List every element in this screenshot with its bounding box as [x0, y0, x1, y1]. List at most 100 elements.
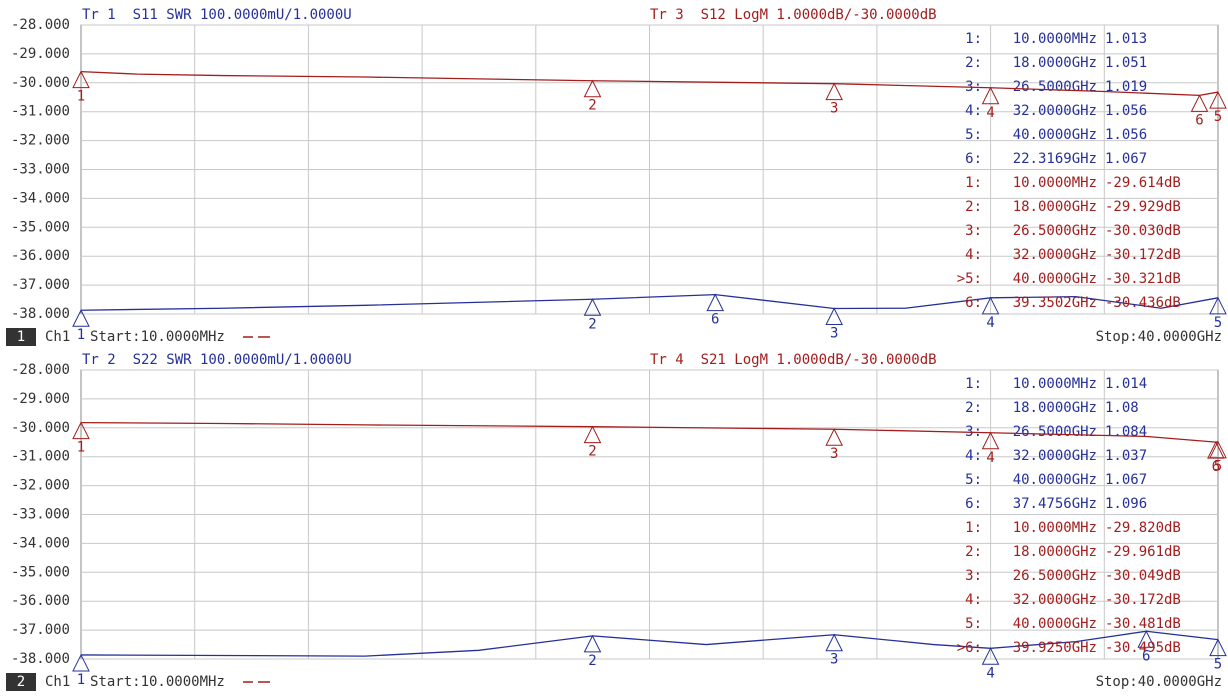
- marker-value: -30.030dB: [1105, 223, 1181, 239]
- marker-label: 1: [77, 89, 85, 105]
- marker-row-id: 2:: [965, 544, 982, 560]
- marker-value: -30.172dB: [1105, 247, 1181, 263]
- marker-row-id: 6:: [965, 151, 982, 167]
- marker-label: 3: [830, 652, 838, 668]
- marker-label: 3: [830, 101, 838, 117]
- channel-name: Ch1: [45, 329, 70, 345]
- start-label: Start:10.0000MHz: [90, 329, 225, 345]
- y-tick-label: -37.000: [11, 277, 70, 293]
- marker-label: 5: [1214, 657, 1222, 673]
- marker-label: 1: [77, 440, 85, 456]
- marker-row-id: 6:: [965, 295, 982, 311]
- marker-freq: 10.0000MHz: [1013, 376, 1097, 392]
- marker-label: 5: [1214, 109, 1222, 125]
- y-tick-label: -34.000: [11, 190, 70, 206]
- y-tick-label: -34.000: [11, 535, 70, 551]
- marker-value: -29.614dB: [1105, 175, 1181, 191]
- marker-value: -29.929dB: [1105, 199, 1181, 215]
- channel-name: Ch1: [45, 674, 70, 690]
- y-tick-label: -29.000: [11, 46, 70, 62]
- marker-triangle: [1209, 90, 1227, 109]
- marker-label: 6: [1142, 648, 1150, 664]
- marker-freq: 18.0000GHz: [1013, 55, 1097, 71]
- marker-row-id: 4:: [965, 103, 982, 119]
- marker-freq: 26.5000GHz: [1013, 568, 1097, 584]
- channel-badge: [6, 673, 36, 691]
- y-tick-label: -31.000: [11, 449, 70, 465]
- marker-label: 5: [1214, 459, 1222, 475]
- marker-row-id: 1:: [965, 175, 982, 191]
- marker-triangle: [583, 425, 602, 444]
- marker-triangle: [706, 293, 725, 312]
- marker-value: 1.037: [1105, 448, 1147, 464]
- marker-triangle: [981, 296, 1000, 315]
- y-tick-label: -32.000: [11, 133, 70, 149]
- trace: [80, 70, 1219, 97]
- marker-triangle: [1190, 94, 1209, 112]
- marker-label: 2: [588, 98, 596, 114]
- marker-label: 3: [830, 446, 838, 462]
- marker-label: 6: [1195, 112, 1203, 128]
- marker-row-id: 4:: [965, 247, 982, 263]
- marker-value: 1.051: [1105, 55, 1147, 71]
- marker-row-id: 1:: [965, 520, 982, 536]
- marker-freq: 39.3502GHz: [1013, 295, 1097, 311]
- marker-triangle: [825, 633, 843, 652]
- marker-freq: 10.0000MHz: [1013, 175, 1097, 191]
- marker-triangle: [825, 428, 843, 446]
- marker-row-id: 2:: [965, 199, 982, 215]
- marker-triangle: [981, 86, 1000, 105]
- y-tick-label: -28.000: [11, 17, 70, 33]
- marker-value: -30.049dB: [1105, 568, 1181, 584]
- marker-triangle: [583, 634, 602, 653]
- marker-label: 5: [1214, 315, 1222, 331]
- marker-row-id: 5:: [965, 127, 982, 143]
- trace-header: Tr 3 S12 LogM 1.0000dB/-30.0000dB: [650, 7, 937, 23]
- marker-value: 1.084: [1105, 424, 1147, 440]
- marker-row-id: 2:: [965, 55, 982, 71]
- marker-value: 1.067: [1105, 151, 1147, 167]
- marker-row-id: 1:: [965, 31, 982, 47]
- marker-label: 4: [986, 450, 994, 466]
- marker-row-id: 3:: [965, 568, 982, 584]
- marker-freq: 18.0000GHz: [1013, 199, 1097, 215]
- y-tick-label: -36.000: [11, 248, 70, 264]
- marker-triangle: [825, 82, 843, 101]
- y-tick-label: -35.000: [11, 564, 70, 580]
- marker-freq: 10.0000MHz: [1013, 31, 1097, 47]
- marker-freq: 10.0000MHz: [1013, 520, 1097, 536]
- marker-value: -30.321dB: [1105, 271, 1181, 287]
- marker-row-id: 6:: [965, 496, 982, 512]
- marker-row-id: 5:: [965, 616, 982, 632]
- marker-freq: 26.5000GHz: [1013, 79, 1097, 95]
- marker-triangle: [72, 309, 90, 327]
- marker-label: 1: [77, 672, 85, 688]
- y-tick-label: -32.000: [11, 478, 70, 494]
- trace-header: Tr 2 S22 SWR 100.0000mU/1.0000U: [82, 352, 352, 368]
- marker-label: 4: [986, 665, 994, 681]
- marker-row-id: 4:: [965, 448, 982, 464]
- marker-value: 1.067: [1105, 472, 1147, 488]
- marker-freq: 37.4756GHz: [1013, 496, 1097, 512]
- marker-row-id: 5:: [965, 472, 982, 488]
- start-label: Start:10.0000MHz: [90, 674, 225, 690]
- marker-value: -30.436dB: [1105, 295, 1181, 311]
- y-tick-label: -30.000: [11, 420, 70, 436]
- y-tick-label: -36.000: [11, 593, 70, 609]
- y-tick-label: -38.000: [11, 651, 70, 667]
- marker-freq: 32.0000GHz: [1013, 103, 1097, 119]
- marker-value: 1.019: [1105, 79, 1147, 95]
- marker-row-id: 4:: [965, 592, 982, 608]
- marker-label: 6: [711, 312, 719, 328]
- marker-value: 1.056: [1105, 127, 1147, 143]
- marker-value: -29.961dB: [1105, 544, 1181, 560]
- y-tick-label: -35.000: [11, 219, 70, 235]
- marker-value: -30.481dB: [1105, 616, 1181, 632]
- y-tick-label: -29.000: [11, 391, 70, 407]
- stop-label: Stop:40.0000GHz: [1096, 329, 1222, 345]
- marker-freq: 40.0000GHz: [1013, 616, 1097, 632]
- marker-triangle: [1207, 440, 1225, 459]
- marker-value: 1.096: [1105, 496, 1147, 512]
- marker-row-id: 3:: [965, 223, 982, 239]
- trace-header: Tr 4 S21 LogM 1.0000dB/-30.0000dB: [650, 352, 937, 368]
